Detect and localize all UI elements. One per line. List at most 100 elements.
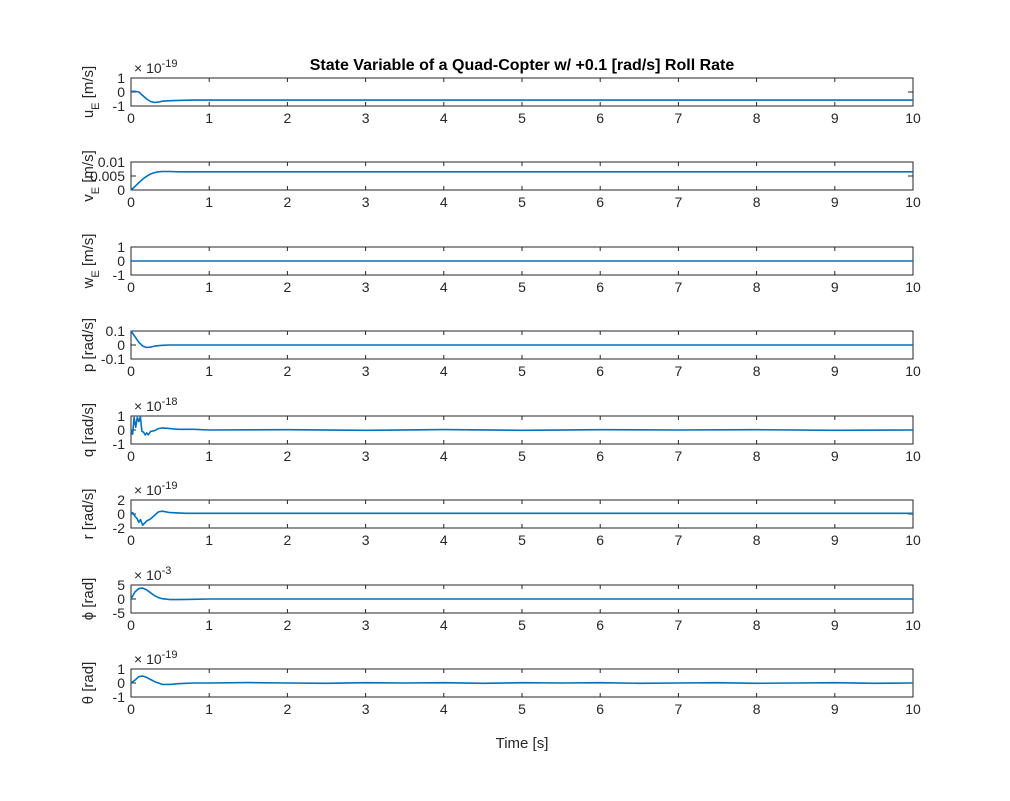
y-tick-label: 0 <box>117 506 125 522</box>
subplot-4: 0 1 2 3 4 5 6 7 8 9 10-0.100.1p [rad/s] <box>80 318 921 379</box>
y-tick-label: 1 <box>117 661 125 677</box>
x-tick-label: 7 <box>675 194 683 210</box>
x-tick-label: 3 <box>362 194 370 210</box>
y-axis-label: θ [rad] <box>80 662 97 705</box>
x-tick-label: 3 <box>362 363 370 379</box>
x-tick-label: 2 <box>284 448 292 464</box>
x-tick-label: 0 <box>127 701 135 717</box>
x-tick-label: 5 <box>518 194 526 210</box>
series-line <box>130 587 913 601</box>
y-tick-label: 0 <box>117 84 125 100</box>
subplot-6: 0 1 2 3 4 5 6 7 8 9 10-202× 10-19r [rad/s] <box>80 480 921 548</box>
y-axis-label: wE [m/s] <box>80 234 102 290</box>
x-tick-label: 4 <box>440 194 448 210</box>
subplot-7: 0 1 2 3 4 5 6 7 8 9 10-505× 10-3ϕ [rad] <box>80 565 921 633</box>
x-tick-label: 9 <box>831 363 839 379</box>
y-tick-label: 1 <box>117 408 125 424</box>
y-tick-label: 0 <box>117 337 125 353</box>
x-tick-label: 2 <box>284 701 292 717</box>
y-tick-label: -0.1 <box>101 351 125 367</box>
x-tick-label: 6 <box>596 617 604 633</box>
x-tick-label: 9 <box>831 448 839 464</box>
x-tick-label: 7 <box>675 363 683 379</box>
x-tick-label: 10 <box>905 279 921 295</box>
x-tick-label: 1 <box>205 617 213 633</box>
x-tick-label: 2 <box>284 363 292 379</box>
x-tick-label: 0 <box>127 617 135 633</box>
x-tick-label: 3 <box>362 110 370 126</box>
x-tick-label: 6 <box>596 110 604 126</box>
x-tick-label: 5 <box>518 617 526 633</box>
x-tick-label: 5 <box>518 279 526 295</box>
y-tick-label: 1 <box>117 70 125 86</box>
x-tick-label: 1 <box>205 279 213 295</box>
y-axis-label: r [rad/s] <box>80 489 97 540</box>
x-tick-label: 5 <box>518 110 526 126</box>
y-axis-label: uE [m/s] <box>80 66 102 118</box>
x-tick-label: 8 <box>753 701 761 717</box>
plot-frame <box>130 161 914 191</box>
series-line <box>130 510 913 527</box>
subplot-8: 0 1 2 3 4 5 6 7 8 9 10-101× 10-19θ [rad] <box>80 649 921 717</box>
x-tick-label: 6 <box>596 448 604 464</box>
y-tick-label: 0.005 <box>90 168 125 184</box>
y-axis-label: ϕ [rad] <box>80 578 97 621</box>
y-tick-label: 0 <box>117 422 125 438</box>
x-tick-label: 4 <box>440 701 448 717</box>
x-tick-label: 8 <box>753 617 761 633</box>
x-tick-label: 2 <box>284 532 292 548</box>
x-tick-label: 10 <box>905 363 921 379</box>
y-tick-label: 0.01 <box>98 154 125 170</box>
x-tick-label: 0 <box>127 110 135 126</box>
x-tick-label: 8 <box>753 194 761 210</box>
series-line <box>130 330 913 349</box>
x-tick-label: 6 <box>596 279 604 295</box>
x-tick-label: 4 <box>440 448 448 464</box>
x-tick-label: 8 <box>753 110 761 126</box>
axis-exponent-label: × 10-19 <box>134 480 178 498</box>
y-axis-label: p [rad/s] <box>80 318 97 372</box>
x-tick-label: 3 <box>362 448 370 464</box>
x-tick-label: 9 <box>831 617 839 633</box>
x-tick-label: 6 <box>596 363 604 379</box>
x-tick-label: 6 <box>596 701 604 717</box>
x-tick-label: 1 <box>205 448 213 464</box>
x-tick-label: 5 <box>518 448 526 464</box>
y-tick-label: 0 <box>117 675 125 691</box>
x-tick-label: 2 <box>284 279 292 295</box>
y-tick-label: 0 <box>117 253 125 269</box>
x-tick-label: 9 <box>831 110 839 126</box>
x-tick-label: 1 <box>205 363 213 379</box>
y-tick-label: 0 <box>117 591 125 607</box>
x-tick-label: 3 <box>362 701 370 717</box>
x-tick-label: 7 <box>675 448 683 464</box>
axis-exponent-label: × 10-19 <box>134 649 178 667</box>
x-tick-label: 6 <box>596 194 604 210</box>
x-tick-label: 3 <box>362 532 370 548</box>
x-tick-label: 9 <box>831 532 839 548</box>
series-line <box>130 170 913 191</box>
x-tick-label: 1 <box>205 701 213 717</box>
x-tick-label: 4 <box>440 110 448 126</box>
x-tick-label: 4 <box>440 279 448 295</box>
series-line <box>131 90 913 104</box>
y-axis-label: vE [m/s] <box>80 150 102 202</box>
axis-exponent-label: × 10-3 <box>134 565 171 583</box>
x-tick-label: 10 <box>905 617 921 633</box>
x-tick-label: 2 <box>284 617 292 633</box>
x-tick-label: 4 <box>440 363 448 379</box>
x-tick-label: 0 <box>127 363 135 379</box>
x-tick-label: 0 <box>127 448 135 464</box>
x-tick-label: 4 <box>440 532 448 548</box>
series-line <box>130 415 914 436</box>
y-tick-label: -5 <box>113 605 126 621</box>
y-tick-label: -1 <box>113 436 126 452</box>
y-tick-label: -1 <box>113 267 126 283</box>
x-tick-label: 0 <box>127 532 135 548</box>
x-axis-label: Time [s] <box>496 735 549 752</box>
